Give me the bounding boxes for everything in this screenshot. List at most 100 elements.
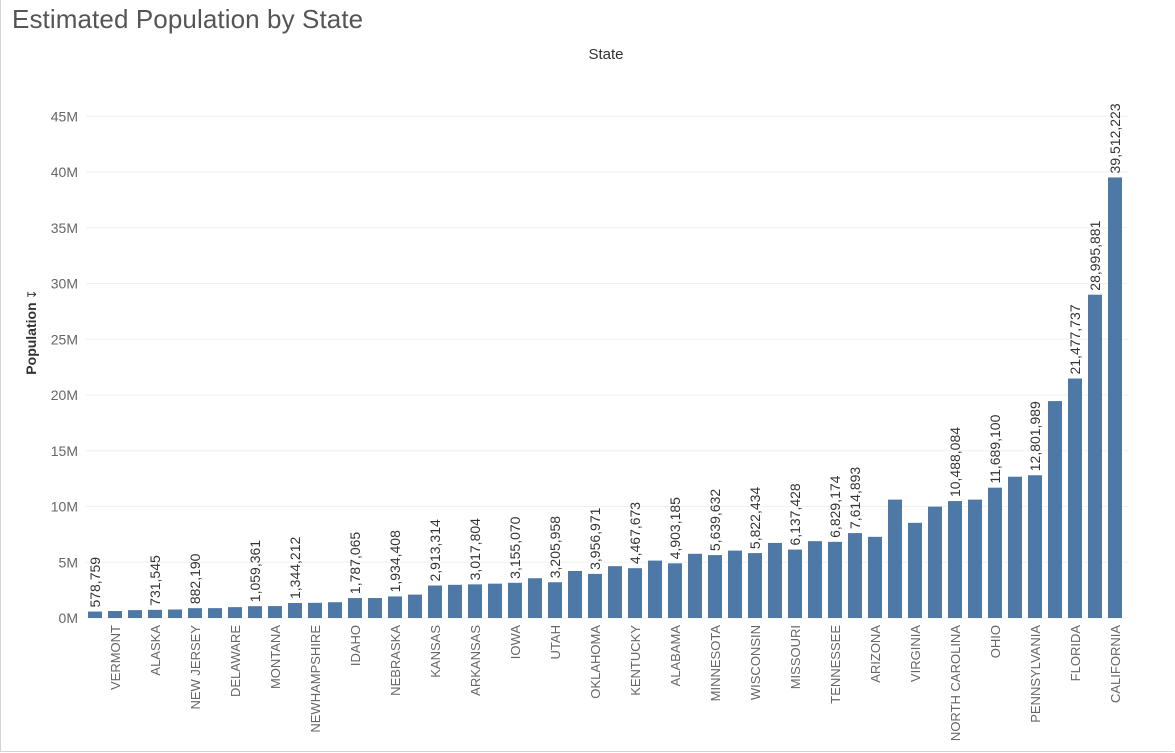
bar[interactable]	[1048, 401, 1062, 618]
x-tick-label: MISSOURI	[788, 625, 803, 689]
x-tick-label: DELAWARE	[228, 625, 243, 697]
bar[interactable]	[828, 541, 842, 618]
bar[interactable]	[208, 608, 222, 618]
data-label: 10,488,084	[947, 427, 963, 497]
bar[interactable]	[1088, 294, 1102, 618]
data-label: 882,190	[187, 553, 203, 604]
bar[interactable]	[888, 499, 902, 618]
bar[interactable]	[728, 550, 742, 618]
x-tick-label: ALABAMA	[668, 625, 683, 687]
bar[interactable]	[128, 610, 142, 618]
bar[interactable]	[248, 606, 262, 618]
data-label: 39,512,223	[1107, 103, 1123, 173]
bar[interactable]	[488, 583, 502, 618]
bar[interactable]	[328, 602, 342, 618]
data-label: 3,956,971	[587, 507, 603, 569]
bar[interactable]	[628, 568, 642, 618]
bar[interactable]	[768, 542, 782, 618]
bar[interactable]	[508, 582, 522, 618]
x-axis-header[interactable]: State	[588, 46, 624, 63]
bar[interactable]	[648, 560, 662, 618]
bar[interactable]	[548, 582, 562, 618]
bar[interactable]	[308, 602, 322, 618]
x-tick-label: CALIFORNIA	[1108, 625, 1123, 703]
bar[interactable]	[568, 570, 582, 618]
x-tick-label: NEWHAMPSHIRE	[308, 625, 323, 733]
bar[interactable]	[428, 585, 442, 618]
x-tick-label: OKLAHOMA	[588, 625, 603, 699]
bar[interactable]	[1028, 475, 1042, 618]
data-label: 5,639,632	[707, 489, 723, 551]
bar[interactable]	[988, 487, 1002, 618]
data-label: 1,344,212	[287, 537, 303, 599]
bar[interactable]	[368, 598, 382, 618]
chart-title: Estimated Population by State	[12, 4, 364, 34]
bar[interactable]	[468, 584, 482, 618]
x-tick-label: VERMONT	[108, 625, 123, 690]
x-tick-label: TENNESSEE	[828, 625, 843, 704]
bar[interactable]	[108, 611, 122, 618]
bars	[88, 177, 1122, 618]
bar[interactable]	[88, 611, 102, 618]
bar[interactable]	[288, 603, 302, 618]
bar[interactable]	[228, 607, 242, 618]
x-tick-label: NORTH CAROLINA	[948, 625, 963, 741]
data-label: 4,903,185	[667, 497, 683, 559]
bar[interactable]	[448, 584, 462, 618]
bar[interactable]	[808, 541, 822, 618]
bar[interactable]	[688, 553, 702, 618]
bar[interactable]	[668, 563, 682, 618]
data-label: 3,017,804	[467, 518, 483, 580]
bar[interactable]	[868, 536, 882, 618]
bar[interactable]	[188, 608, 202, 618]
bar[interactable]	[928, 506, 942, 618]
bar[interactable]	[1108, 177, 1122, 618]
bar[interactable]	[1008, 476, 1022, 618]
x-tick-label: IDAHO	[348, 625, 363, 666]
bar[interactable]	[908, 522, 922, 618]
x-tick-label: KANSAS	[428, 625, 443, 678]
y-tick-label: 15M	[51, 443, 78, 459]
bar[interactable]	[1068, 378, 1082, 618]
bar[interactable]	[348, 598, 362, 618]
data-label: 1,787,065	[347, 532, 363, 594]
bar[interactable]	[388, 596, 402, 618]
bar[interactable]	[948, 501, 962, 618]
bar[interactable]	[408, 594, 422, 618]
x-tick-label: ARKANSAS	[468, 625, 483, 696]
data-label: 1,059,361	[247, 540, 263, 602]
bar[interactable]	[608, 566, 622, 618]
data-label: 731,545	[147, 555, 163, 606]
x-tick-label: MINNESOTA	[708, 625, 723, 702]
x-tick-label: WISCONSIN	[748, 625, 763, 700]
y-tick-label: 10M	[51, 499, 78, 515]
x-tick-label: ARIZONA	[868, 625, 883, 683]
bar[interactable]	[748, 553, 762, 618]
data-label: 5,822,434	[747, 487, 763, 549]
data-label: 1,934,408	[387, 530, 403, 592]
bar[interactable]	[968, 499, 982, 618]
x-tick-label: ALASKA	[148, 625, 163, 676]
x-tick-label: VIRGINIA	[908, 625, 923, 682]
bar[interactable]	[168, 609, 182, 618]
data-label: 6,829,174	[827, 475, 843, 537]
y-tick-label: 20M	[51, 387, 78, 403]
bar[interactable]	[528, 578, 542, 618]
y-axis-ticks: 0M 5M 10M 15M 20M 25M 30M 35M 40M 45M	[51, 108, 78, 626]
x-tick-label: MONTANA	[268, 625, 283, 689]
bar[interactable]	[788, 549, 802, 618]
y-tick-label: 0M	[59, 610, 78, 626]
bar[interactable]	[268, 606, 282, 618]
data-label: 578,759	[87, 557, 103, 608]
x-tick-label: KENTUCKY	[628, 625, 643, 696]
data-label: 2,913,314	[427, 519, 443, 581]
data-label: 12,801,989	[1027, 401, 1043, 471]
bar[interactable]	[708, 555, 722, 618]
data-label: 3,155,070	[507, 516, 523, 578]
bar[interactable]	[148, 609, 162, 618]
bar[interactable]	[848, 533, 862, 618]
x-axis-ticks: VERMONT ALASKA NEW JERSEY DELAWARE MONTANA NE…	[108, 625, 1123, 741]
bar[interactable]	[588, 573, 602, 618]
y-tick-label: 5M	[59, 554, 78, 570]
